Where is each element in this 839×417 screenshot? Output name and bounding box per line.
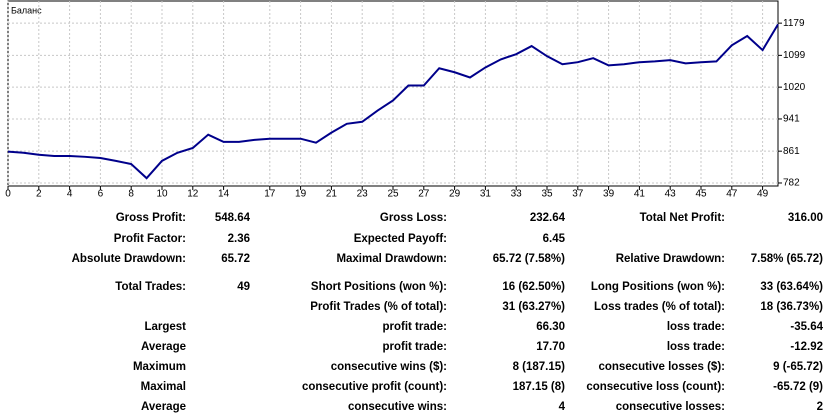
stat-label: Gross Loss: bbox=[380, 212, 447, 224]
stat-value: 18 (36.73%) bbox=[760, 301, 823, 313]
x-tick-label: 39 bbox=[603, 189, 615, 200]
y-tick-label: 861 bbox=[783, 146, 800, 157]
stat-value: 316.00 bbox=[788, 212, 823, 224]
stat-value: 232.64 bbox=[530, 212, 566, 224]
stat-label: Profit Trades (% of total): bbox=[310, 301, 447, 313]
stat-label: Absolute Drawdown: bbox=[72, 253, 186, 265]
stat-label: Maximal Drawdown: bbox=[336, 253, 447, 265]
x-tick-label: 4 bbox=[67, 189, 73, 200]
x-tick-label: 43 bbox=[665, 189, 677, 200]
stat-label: consecutive losses: bbox=[616, 401, 725, 413]
x-tick-label: 8 bbox=[128, 189, 134, 200]
stat-value: 2.36 bbox=[228, 233, 250, 245]
x-tick-label: 25 bbox=[387, 189, 399, 200]
x-tick-label: 31 bbox=[480, 189, 492, 200]
x-tick-label: 45 bbox=[695, 189, 707, 200]
stat-label: consecutive wins ($): bbox=[331, 361, 447, 373]
x-tick-label: 47 bbox=[726, 189, 738, 200]
stat-value: -35.64 bbox=[790, 321, 823, 333]
x-tick-label: 0 bbox=[5, 189, 11, 200]
x-tick-label: 10 bbox=[156, 189, 168, 200]
stat-value: 33 (63.64%) bbox=[760, 281, 823, 293]
chart-title: Баланс bbox=[11, 5, 42, 15]
x-tick-label: 23 bbox=[357, 189, 369, 200]
x-tick-label: 17 bbox=[264, 189, 276, 200]
stat-value: 7.58% (65.72) bbox=[751, 253, 823, 265]
stat-value: -65.72 (9) bbox=[773, 381, 823, 393]
x-tick-label: 41 bbox=[634, 189, 646, 200]
x-tick-label: 27 bbox=[418, 189, 430, 200]
stat-label: consecutive wins: bbox=[348, 401, 447, 413]
stat-value: 8 (187.15) bbox=[513, 361, 566, 373]
x-tick-label: 33 bbox=[511, 189, 523, 200]
x-tick-label: 37 bbox=[572, 189, 584, 200]
stat-label: Average bbox=[141, 401, 186, 413]
stat-label: Total Trades: bbox=[115, 281, 186, 293]
stat-value: 6.45 bbox=[543, 233, 566, 245]
stat-value: 65.72 (7.58%) bbox=[493, 253, 565, 265]
x-tick-label: 49 bbox=[757, 189, 769, 200]
stat-label: Total Net Profit: bbox=[640, 212, 725, 224]
stat-label: consecutive profit (count): bbox=[302, 381, 447, 393]
y-tick-label: 1099 bbox=[783, 50, 806, 61]
stat-label: consecutive losses ($): bbox=[598, 361, 725, 373]
stat-label: Relative Drawdown: bbox=[616, 253, 725, 265]
balance-line bbox=[7, 23, 779, 180]
stat-value: 31 (63.27%) bbox=[502, 301, 565, 313]
stat-value: 66.30 bbox=[536, 321, 565, 333]
stat-label: Gross Profit: bbox=[116, 212, 186, 224]
stat-label: profit trade: bbox=[382, 341, 447, 353]
stat-value: 65.72 bbox=[221, 253, 250, 265]
stat-value: 4 bbox=[559, 401, 566, 413]
stat-label: Maximal bbox=[141, 381, 186, 393]
y-tick-label: 941 bbox=[783, 114, 800, 125]
y-tick-label: 1020 bbox=[783, 82, 806, 93]
x-tick-label: 21 bbox=[326, 189, 338, 200]
x-tick-label: 29 bbox=[449, 189, 461, 200]
x-tick-label: 35 bbox=[541, 189, 553, 200]
stat-value: 548.64 bbox=[215, 212, 251, 224]
stat-value: 187.15 (8) bbox=[513, 381, 566, 393]
stat-value: 2 bbox=[817, 401, 823, 413]
stat-value: 49 bbox=[237, 281, 250, 293]
stat-label: profit trade: bbox=[382, 321, 447, 333]
stat-label: Short Positions (won %): bbox=[311, 281, 447, 293]
stat-label: loss trade: bbox=[667, 321, 725, 333]
x-tick-label: 12 bbox=[187, 189, 199, 200]
stat-label: Expected Payoff: bbox=[354, 233, 447, 245]
x-tick-label: 19 bbox=[295, 189, 307, 200]
stat-label: Average bbox=[141, 341, 186, 353]
x-tick-label: 14 bbox=[218, 189, 230, 200]
y-tick-label: 782 bbox=[783, 178, 800, 189]
stat-label: consecutive loss (count): bbox=[586, 381, 725, 393]
stat-value: -12.92 bbox=[790, 341, 823, 353]
stat-value: 16 (62.50%) bbox=[502, 281, 565, 293]
stat-label: Largest bbox=[144, 321, 186, 333]
y-tick-label: 1179 bbox=[783, 18, 805, 29]
stat-value: 17.70 bbox=[536, 341, 565, 353]
stat-label: Loss trades (% of total): bbox=[594, 301, 725, 313]
x-tick-label: 2 bbox=[36, 189, 42, 200]
stat-label: Profit Factor: bbox=[114, 233, 186, 245]
stat-label: Long Positions (won %): bbox=[591, 281, 725, 293]
x-tick-label: 6 bbox=[98, 189, 104, 200]
stat-value: 9 (-65.72) bbox=[773, 361, 823, 373]
stat-label: Maximum bbox=[133, 361, 186, 373]
stat-label: loss trade: bbox=[667, 341, 725, 353]
